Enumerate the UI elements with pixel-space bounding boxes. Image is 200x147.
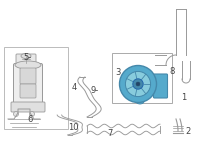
Text: 2: 2 xyxy=(185,127,191,136)
FancyBboxPatch shape xyxy=(16,54,36,65)
Text: 8: 8 xyxy=(169,66,175,76)
Text: 6: 6 xyxy=(27,115,33,123)
Ellipse shape xyxy=(136,99,144,104)
Text: 7: 7 xyxy=(107,130,113,138)
Circle shape xyxy=(133,79,143,89)
Circle shape xyxy=(30,112,35,117)
FancyBboxPatch shape xyxy=(20,68,36,84)
FancyBboxPatch shape xyxy=(154,74,167,98)
Text: 1: 1 xyxy=(181,92,187,101)
Text: 9-: 9- xyxy=(91,86,99,95)
FancyBboxPatch shape xyxy=(14,64,43,106)
Text: 10: 10 xyxy=(68,122,78,132)
Text: 5-: 5- xyxy=(23,52,31,61)
FancyBboxPatch shape xyxy=(20,84,36,98)
Text: 3: 3 xyxy=(115,67,121,76)
Text: 4: 4 xyxy=(71,82,77,91)
Circle shape xyxy=(136,82,140,86)
Circle shape xyxy=(13,112,18,117)
Circle shape xyxy=(125,71,151,97)
Ellipse shape xyxy=(21,54,31,59)
Circle shape xyxy=(120,66,156,102)
FancyBboxPatch shape xyxy=(11,102,45,112)
Ellipse shape xyxy=(15,61,41,69)
